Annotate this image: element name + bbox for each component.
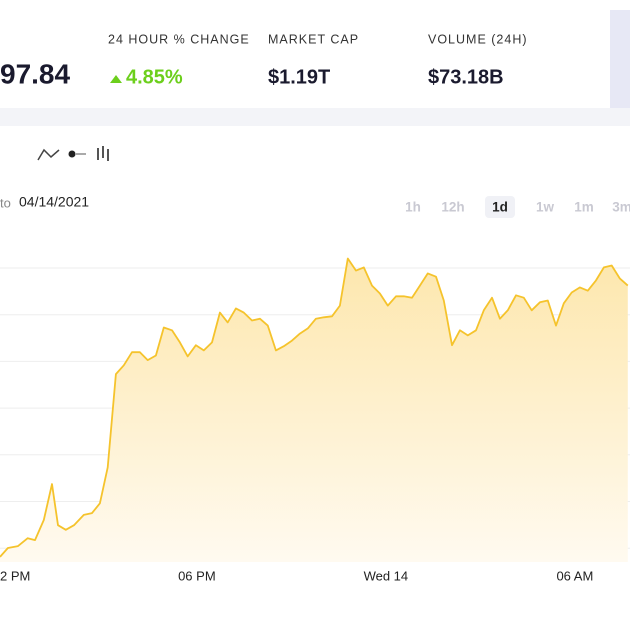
- range-button[interactable]: 1m: [574, 200, 594, 215]
- range-button[interactable]: 1w: [536, 200, 555, 215]
- range-button[interactable]: 1d: [492, 200, 508, 215]
- range-button[interactable]: 12h: [441, 200, 464, 215]
- date: 04/14/2021: [19, 194, 89, 210]
- x-tick-label: 06 AM: [556, 568, 593, 583]
- stat-label: MARKET CAP: [268, 32, 359, 46]
- x-tick-label: Wed 14: [364, 568, 409, 583]
- dot-icon[interactable]: [68, 150, 76, 158]
- side-button[interactable]: [610, 10, 630, 108]
- candle-icon[interactable]: [97, 146, 109, 161]
- area: [0, 258, 628, 562]
- divider: [0, 108, 630, 126]
- range-selected[interactable]: [485, 196, 515, 218]
- line-icon[interactable]: [37, 148, 60, 161]
- price: 97.84: [0, 58, 70, 89]
- stat-label: VOLUME (24H): [428, 32, 528, 46]
- chart-type-icons[interactable]: [37, 146, 109, 161]
- x-tick-label: 06 PM: [178, 568, 216, 583]
- date-prefix: to: [0, 195, 11, 210]
- up-arrow: [110, 75, 122, 83]
- stat-value: $1.19T: [268, 66, 330, 88]
- range-button[interactable]: 1h: [405, 200, 421, 215]
- stat-value: $73.18B: [428, 66, 504, 88]
- x-tick-label: 2 PM: [0, 568, 30, 583]
- stat-label: 24 HOUR % CHANGE: [108, 32, 250, 46]
- stat-value: 4.85%: [126, 66, 183, 88]
- price-line: [0, 257, 629, 558]
- range-button[interactable]: 3m: [612, 200, 630, 215]
